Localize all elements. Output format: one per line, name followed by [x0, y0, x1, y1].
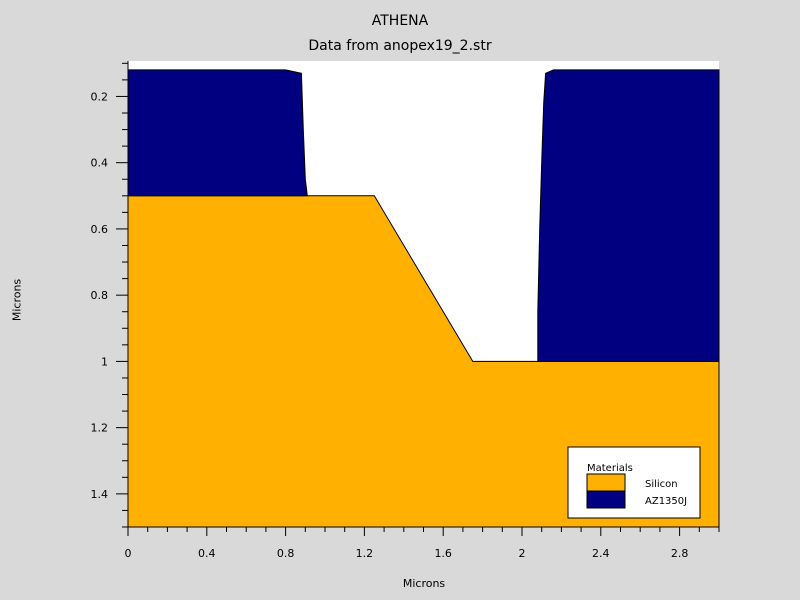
legend: Materials Silicon AZ1350J [567, 446, 701, 519]
y-tick-label: 0.2 [91, 90, 109, 103]
y-tick-label: 1.2 [91, 422, 109, 435]
y-tick-label: 0.4 [91, 157, 109, 170]
x-tick-label: 2.4 [592, 547, 610, 560]
legend-swatch-az1350j [586, 490, 626, 509]
x-tick-label: 0.8 [277, 547, 295, 560]
y-tick-label: 0.6 [91, 223, 109, 236]
chart-subtitle: Data from anopex19_2.str [308, 38, 492, 54]
legend-title: Materials [587, 463, 633, 474]
y-axis-label: Microns [10, 278, 24, 322]
x-tick-label: 2 [519, 547, 526, 560]
x-tick-label: 1.2 [356, 547, 374, 560]
y-tick-label: 1.4 [91, 488, 109, 501]
x-axis-label: Microns [402, 577, 446, 590]
y-tick-label: 1 [101, 355, 108, 368]
x-tick-label: 0 [125, 547, 132, 560]
x-tick-label: 0.4 [198, 547, 216, 560]
legend-label-silicon: Silicon [645, 479, 678, 490]
legend-label-az1350j: AZ1350J [645, 496, 687, 507]
y-tick-label: 0.8 [91, 289, 109, 302]
x-tick-label: 1.6 [434, 547, 452, 560]
region-az1350j-2 [537, 69, 720, 362]
x-tick-label: 2.8 [671, 547, 689, 560]
legend-swatch-silicon [586, 473, 626, 492]
region-az1350j-1 [127, 69, 308, 197]
chart-title: ATHENA [371, 13, 429, 29]
